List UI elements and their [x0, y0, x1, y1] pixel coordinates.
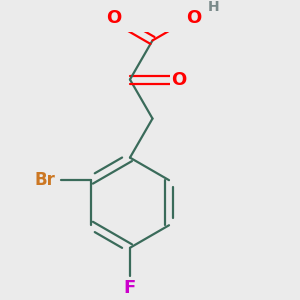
Text: O: O	[186, 9, 201, 27]
Text: H: H	[207, 0, 219, 14]
Text: F: F	[124, 279, 136, 297]
Text: O: O	[171, 70, 187, 88]
Text: Br: Br	[34, 171, 55, 189]
Text: O: O	[106, 9, 121, 27]
